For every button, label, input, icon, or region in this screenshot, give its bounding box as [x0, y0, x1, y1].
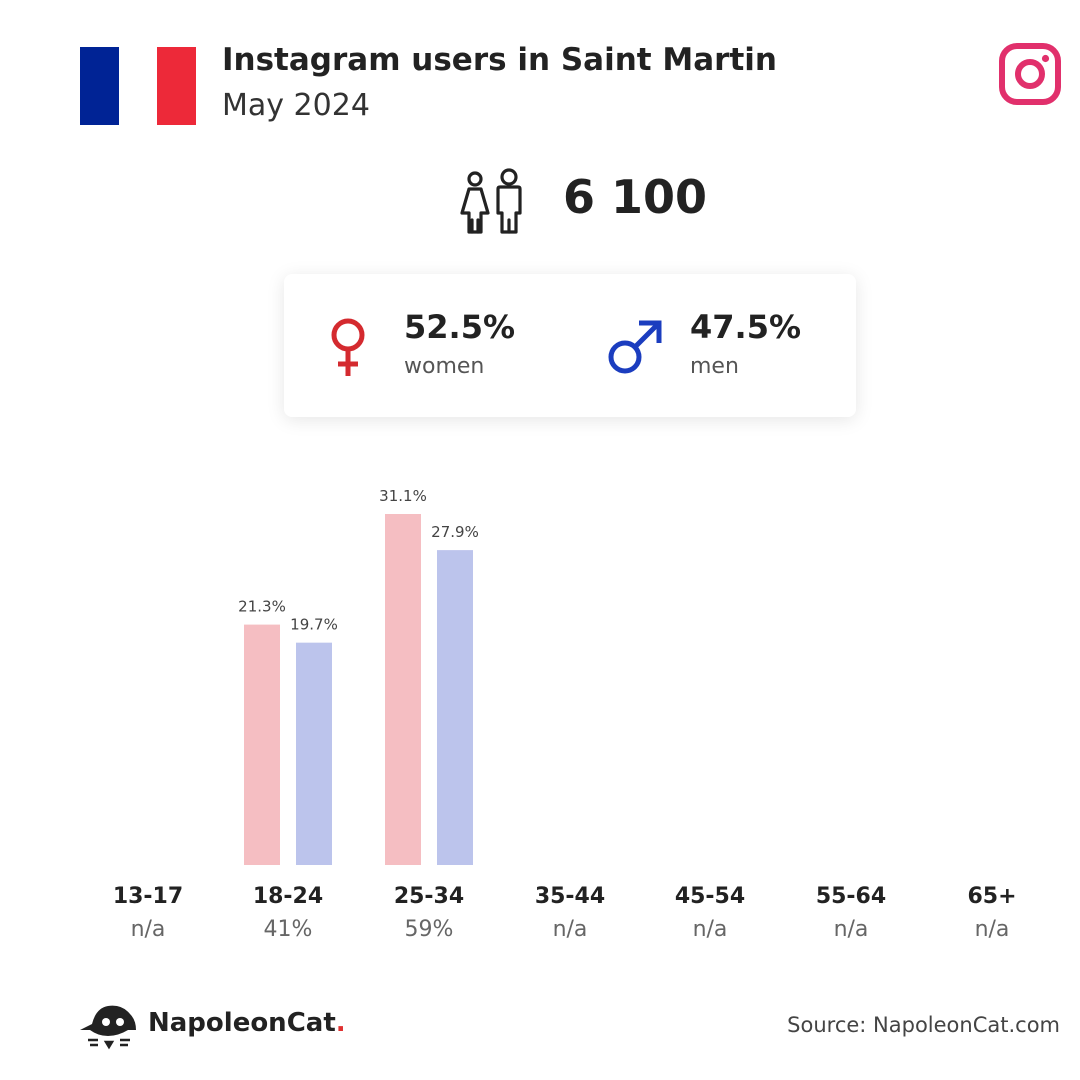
male-symbol-icon: [608, 320, 662, 374]
age-group-label: 65+: [967, 884, 1017, 909]
source-credit: Source: NapoleonCat.com: [787, 1013, 1060, 1037]
men-percentage: 47.5%: [690, 308, 802, 346]
users-icon: [460, 168, 522, 234]
data-label-women-18-24: 21.3%: [238, 598, 286, 616]
age-group-label: 35-44: [534, 884, 606, 909]
bar-women-25-34: [385, 514, 421, 865]
age-gender-bar-chart: 21.3%19.7% 31.1%27.9%: [238, 487, 479, 865]
age-group-share: 41%: [263, 917, 313, 942]
bar-men-18-24: [296, 642, 332, 865]
napoleoncat-logo-icon: [80, 1005, 136, 1050]
instagram-icon: [999, 43, 1061, 105]
age-group-label: 45-54: [674, 884, 746, 909]
bar-women-18-24: [244, 624, 280, 865]
chart-title: Instagram users in Saint Martin: [222, 42, 777, 78]
age-group-share: n/a: [692, 917, 728, 942]
chart-subtitle: May 2024: [222, 88, 370, 123]
age-group-share: n/a: [130, 917, 166, 942]
data-label-men-25-34: 27.9%: [431, 523, 479, 541]
age-group-label: 18-24: [252, 884, 324, 909]
data-label-men-18-24: 19.7%: [290, 616, 338, 634]
total-users-value: 6 100: [563, 170, 708, 224]
age-group-share: n/a: [552, 917, 588, 942]
age-group-label: 55-64: [815, 884, 887, 909]
female-symbol-icon: [331, 318, 365, 376]
women-percentage: 52.5%: [404, 308, 516, 346]
brand-text: NapoleonCat: [148, 1008, 336, 1038]
bar-men-25-34: [437, 550, 473, 865]
france-flag: [80, 47, 197, 125]
brand-name: NapoleonCat.: [148, 1008, 346, 1038]
age-group-label: 25-34: [393, 884, 465, 909]
men-label: men: [690, 354, 739, 379]
age-group-share: 59%: [404, 917, 454, 942]
brand-dot: .: [335, 1008, 346, 1038]
age-group-label: 13-17: [112, 884, 184, 909]
women-label: women: [404, 354, 485, 379]
age-group-share: n/a: [974, 917, 1010, 942]
age-group-share: n/a: [833, 917, 869, 942]
gender-card: 52.5% women 47.5% men: [284, 274, 856, 417]
data-label-women-25-34: 31.1%: [379, 487, 427, 505]
